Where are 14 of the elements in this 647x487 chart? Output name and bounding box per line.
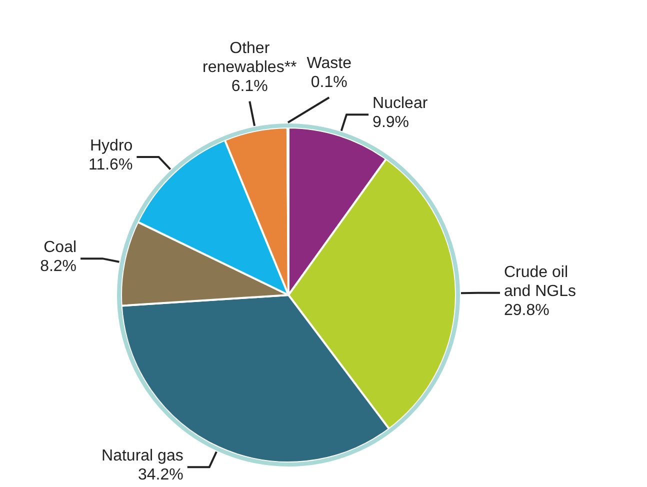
data-label: 9.9% [372, 114, 410, 132]
data-label: 6.1% [231, 78, 268, 95]
slice-label: Hydro [90, 137, 133, 154]
data-label: 34.2% [138, 466, 184, 484]
slice-label: Natural gas [102, 448, 184, 465]
data-label: 0.1% [310, 74, 348, 91]
slice-label: Waste [306, 54, 352, 72]
slice-label: Crude oil and NGLs [504, 264, 576, 300]
slice-label: Nuclear [372, 95, 428, 112]
data-label: 29.8% [504, 302, 550, 319]
data-label: 11.6% [88, 156, 133, 174]
slice-label: Other renewables** [202, 40, 297, 76]
slice-label: Coal [44, 238, 77, 256]
data-label: 8.2% [40, 258, 77, 275]
